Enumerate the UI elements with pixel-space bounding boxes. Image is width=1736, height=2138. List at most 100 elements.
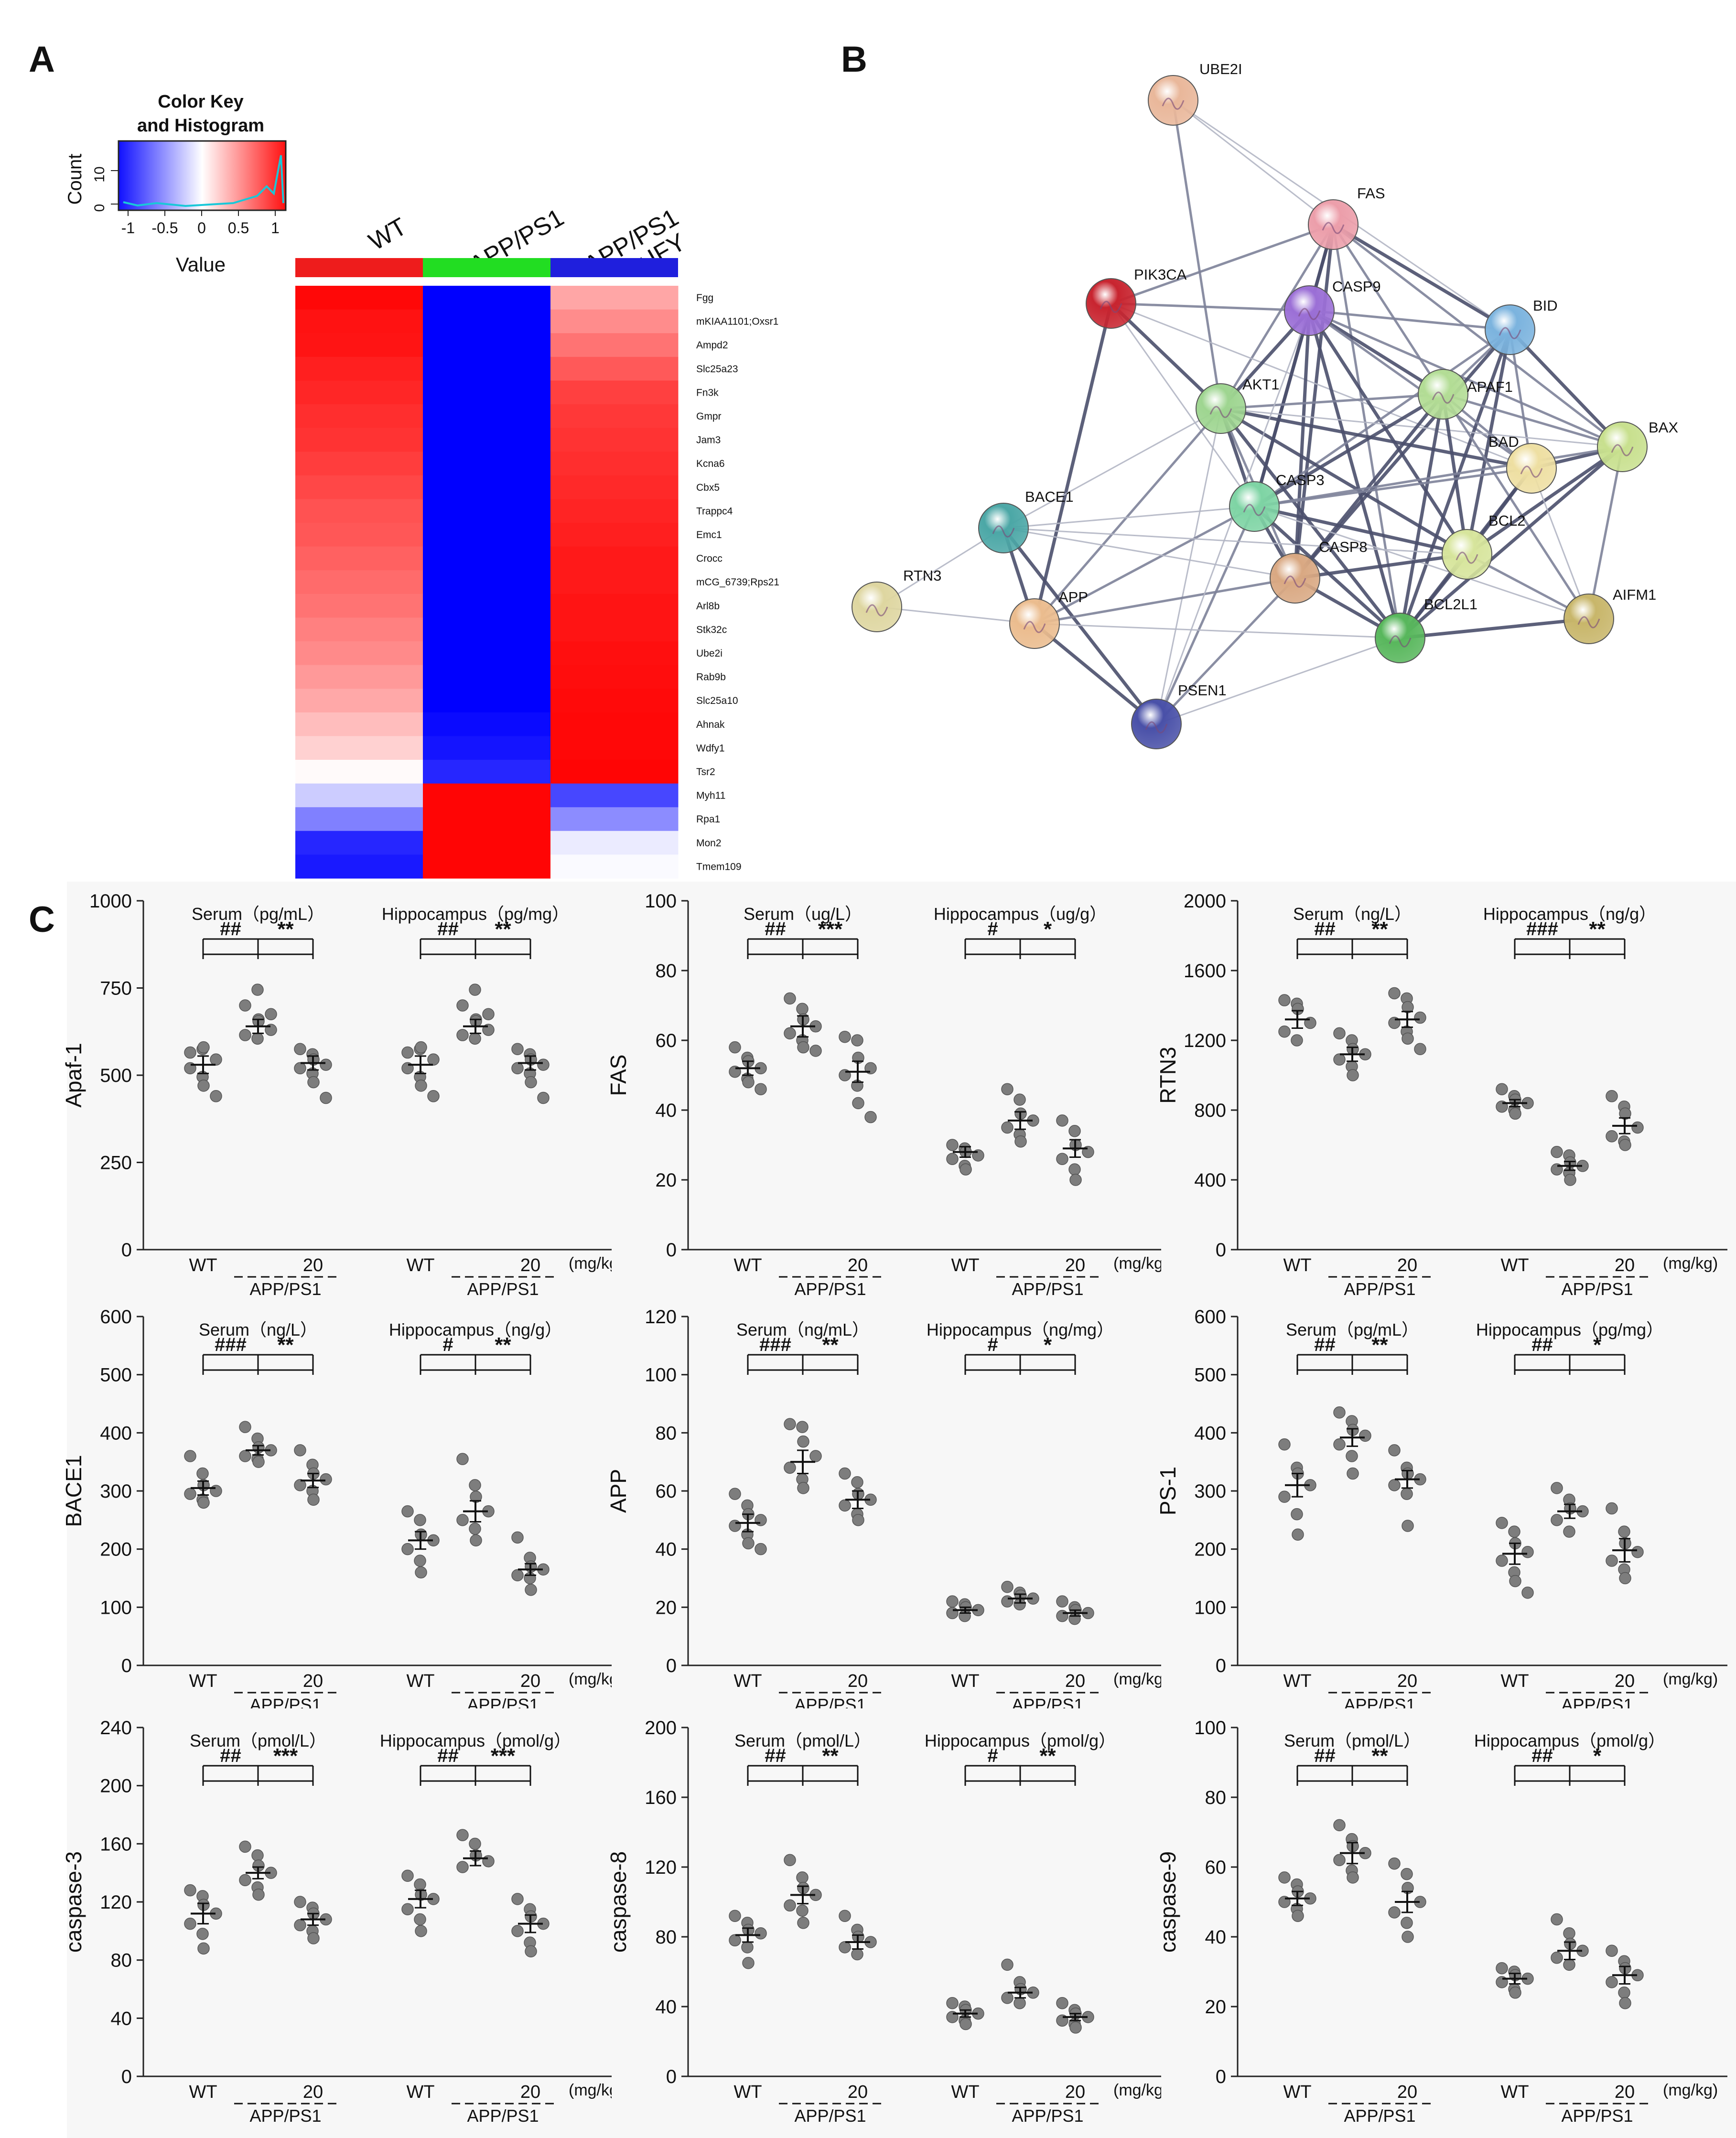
- y-tick-label: 300: [1194, 1481, 1226, 1502]
- serum-title: Serum（pg/mL）: [192, 904, 324, 924]
- data-point: [470, 1534, 482, 1547]
- data-point: [851, 1034, 863, 1047]
- data-point: [1496, 1555, 1508, 1567]
- hippocampus-title: Hippocampus（ng/mg）: [927, 1320, 1114, 1339]
- heatmap-cell: [295, 286, 423, 310]
- network-edge: [1308, 309, 1444, 396]
- data-point: [729, 1910, 741, 1922]
- network-edge: [1332, 224, 1402, 638]
- x-label-app: APP/PS1: [1561, 2106, 1633, 2126]
- network-node-label: CASP9: [1332, 278, 1381, 295]
- heatmap-cell: [295, 309, 423, 334]
- chart-background: [612, 1708, 1187, 2138]
- data-point: [482, 1855, 495, 1868]
- data-point: [414, 1514, 426, 1526]
- network-edge: [1294, 328, 1511, 580]
- data-point: [1508, 1525, 1520, 1538]
- data-point: [755, 1083, 767, 1095]
- network-edges: [876, 99, 1624, 725]
- count-axis-label: Count: [65, 154, 86, 205]
- data-point: [1291, 1034, 1303, 1047]
- network-edge: [1173, 99, 1334, 226]
- hippocampus-title: Hippocampus（ug/g）: [934, 904, 1107, 924]
- data-point: [741, 1941, 754, 1954]
- data-point: [797, 1041, 809, 1054]
- data-point: [252, 1456, 265, 1468]
- data-point: [294, 1919, 306, 1932]
- network-edge: [1293, 310, 1311, 579]
- data-point: [1388, 1444, 1401, 1457]
- network-node-label: AKT1: [1242, 376, 1280, 393]
- x-label-dose: 20: [1615, 1255, 1635, 1275]
- data-point: [210, 1485, 222, 1497]
- heatmap-cell: [423, 689, 551, 713]
- y-tick-label: 1600: [1184, 961, 1226, 982]
- data-point: [1402, 1520, 1414, 1532]
- y-axis-label: caspase-8: [606, 1851, 631, 1953]
- data-point: [729, 1488, 741, 1500]
- network-edge: [1332, 224, 1623, 448]
- dose-unit: (mg/kg): [1113, 1670, 1168, 1688]
- heatmap-cell: [423, 452, 551, 476]
- data-point: [482, 1008, 495, 1020]
- gene-label: Rpa1: [696, 814, 720, 825]
- heatmap-cell: [550, 689, 679, 713]
- data-point: [946, 1607, 959, 1620]
- network-node-label: APAF1: [1467, 378, 1513, 395]
- heatmap-cell: [550, 594, 679, 618]
- protein-structure-glyph: [1432, 391, 1455, 404]
- y-tick-label: 500: [100, 1065, 132, 1086]
- network-edge: [1309, 309, 1510, 331]
- x-label-wt: WT: [951, 2082, 979, 2102]
- data-point: [1001, 1595, 1014, 1608]
- y-axis-label: caspase-3: [61, 1851, 86, 1953]
- gene-label: Emc1: [696, 529, 722, 540]
- y-tick-label: 200: [1194, 1539, 1226, 1560]
- x-label-dose: 20: [1615, 2082, 1635, 2102]
- y-tick-label: 60: [656, 1481, 677, 1502]
- heatmap-cell: [550, 641, 679, 666]
- heatmap-cell: [550, 546, 679, 571]
- y-tick-label: 60: [1205, 1857, 1227, 1878]
- heatmap-cell: [295, 831, 423, 855]
- heatmap-cell: [550, 854, 679, 879]
- heatmap-cell: [423, 356, 551, 381]
- sig-star: **: [822, 1333, 839, 1357]
- y-tick-label: 120: [645, 1857, 677, 1878]
- network-node-akt1: [1196, 383, 1246, 434]
- data-point: [320, 1473, 332, 1486]
- heatmap-cell: [423, 665, 551, 689]
- protein-structure-glyph: [1243, 504, 1266, 516]
- data-point: [427, 1053, 440, 1066]
- network-edge: [1155, 408, 1222, 724]
- data-point: [469, 1523, 481, 1535]
- data-point: [184, 1884, 196, 1897]
- heatmap-cell: [550, 499, 679, 523]
- data-point: [1606, 1555, 1618, 1567]
- data-point: [239, 1421, 251, 1433]
- data-point: [1347, 1871, 1359, 1884]
- protein-structure-glyph: [1322, 222, 1345, 234]
- y-tick-label: 1000: [89, 891, 132, 912]
- network-edge: [1033, 622, 1158, 725]
- data-point: [1509, 1107, 1521, 1120]
- y-tick-label: 400: [1194, 1170, 1226, 1191]
- y-tick-label: 60: [656, 1030, 677, 1051]
- y-axis-label: RTN3: [1155, 1047, 1180, 1103]
- heatmap-cell: [295, 428, 423, 452]
- y-tick-label: 20: [656, 1170, 677, 1191]
- chart-background: [1161, 1708, 1736, 2138]
- data-point: [294, 1479, 306, 1491]
- heatmap-cell: [550, 428, 679, 452]
- network-node-pik3ca: [1086, 278, 1136, 329]
- network-node-bcl2: [1442, 529, 1492, 580]
- network-edge: [1034, 623, 1401, 639]
- sig-star: **: [1371, 918, 1388, 941]
- data-point: [1291, 1508, 1303, 1521]
- heatmap-cell: [423, 712, 551, 736]
- heatmap-cell: [423, 617, 551, 642]
- chart-6: 0 40 80 120 160 200 240 caspase-3 Serum（pmol/L） H…: [61, 1708, 643, 2138]
- data-point: [809, 1045, 822, 1057]
- sig-star: **: [277, 1333, 294, 1357]
- data-point: [511, 1893, 524, 1905]
